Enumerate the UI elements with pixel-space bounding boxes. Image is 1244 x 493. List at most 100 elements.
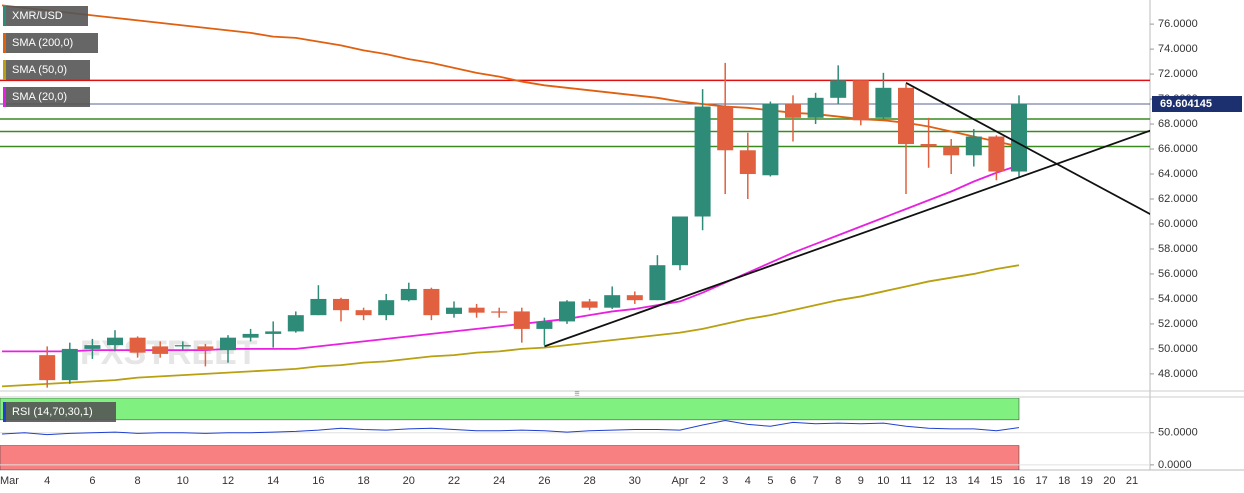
candle-body — [898, 87, 914, 145]
y-tick-label: 58.0000 — [1158, 243, 1198, 255]
y-tick-label: 52.0000 — [1158, 318, 1198, 330]
x-tick-label: 4 — [745, 475, 751, 487]
y-tick-label: 66.0000 — [1158, 143, 1198, 155]
y-tick-label: 62.0000 — [1158, 193, 1198, 205]
candle-body — [717, 106, 734, 151]
legend-box — [3, 33, 98, 53]
y-tick-label: 48.0000 — [1158, 368, 1198, 380]
candle-body — [129, 337, 146, 353]
x-tick-label: 11 — [900, 475, 911, 487]
y-tick-label: 60.0000 — [1158, 218, 1198, 230]
candle-body — [242, 333, 259, 338]
trendline — [905, 82, 1150, 216]
x-tick-label: 7 — [813, 475, 819, 487]
legend-swatch — [3, 402, 6, 422]
x-tick-label: 19 — [1081, 475, 1093, 487]
candle-body — [581, 301, 598, 308]
candle-body — [536, 321, 553, 329]
y-tick-label: 0.0000 — [1158, 459, 1192, 471]
x-tick-label: Mar — [0, 475, 19, 487]
candle-body — [468, 307, 485, 313]
x-tick-label: 22 — [448, 475, 460, 487]
x-tick-label: 17 — [1035, 475, 1047, 487]
candle-body — [672, 216, 688, 266]
candle-body — [400, 288, 417, 301]
candle-body — [197, 346, 214, 351]
x-tick-label: 16 — [312, 475, 324, 487]
candle-body — [513, 311, 530, 329]
x-tick-label: 30 — [629, 475, 641, 487]
sma-line — [1, 4, 1020, 148]
legend-box — [3, 6, 88, 26]
legend-label: SMA (200,0) — [12, 37, 73, 49]
y-tick-label: 68.0000 — [1158, 118, 1198, 130]
candle-body — [1011, 104, 1027, 172]
resize-handle[interactable]: ≡ — [574, 388, 579, 398]
x-tick-label: 18 — [1058, 475, 1070, 487]
x-tick-label: 6 — [790, 475, 796, 487]
legend-swatch — [3, 60, 6, 80]
candle-body — [830, 80, 847, 98]
legend-box — [3, 87, 90, 107]
candle-body — [694, 106, 711, 217]
legend-box — [3, 60, 90, 80]
candle-body — [107, 337, 123, 346]
candle-body — [920, 144, 937, 147]
candle-body — [626, 295, 643, 301]
candle-body — [61, 348, 78, 381]
candle-body — [310, 298, 327, 316]
x-tick-label: 21 — [1126, 475, 1138, 487]
rsi-band — [0, 445, 1020, 470]
sma-line — [1, 264, 1020, 388]
candle-body — [604, 295, 621, 308]
candle-body — [943, 146, 960, 156]
x-tick-label: 10 — [177, 475, 189, 487]
x-tick-label: 24 — [493, 475, 505, 487]
candle-body — [491, 311, 508, 313]
x-tick-label: Apr — [671, 475, 688, 487]
candle-body — [446, 307, 462, 314]
candle-body — [378, 300, 395, 316]
candle-body — [807, 97, 824, 118]
candle-body — [785, 104, 801, 118]
rsi-line — [1, 419, 1020, 436]
x-tick-label: 20 — [1103, 475, 1115, 487]
legend-box — [3, 402, 116, 422]
y-tick-label: 54.0000 — [1158, 293, 1198, 305]
candle-body — [988, 136, 1005, 172]
candle-body — [762, 104, 779, 176]
candle-body — [649, 265, 666, 301]
candle-body — [852, 80, 869, 121]
legend-label: SMA (20,0) — [12, 91, 67, 103]
x-tick-label: 8 — [835, 475, 841, 487]
candle-body — [559, 301, 575, 322]
x-tick-label: 14 — [267, 475, 279, 487]
x-tick-label: 28 — [583, 475, 595, 487]
legend-swatch — [3, 6, 6, 26]
x-tick-label: 13 — [945, 475, 957, 487]
candle-body — [39, 355, 56, 381]
y-tick-label: 76.0000 — [1158, 18, 1198, 30]
rsi-band — [0, 398, 1020, 421]
candle-body — [355, 310, 372, 316]
candle-body — [875, 87, 892, 118]
candle-body — [174, 345, 191, 347]
x-tick-label: 8 — [135, 475, 141, 487]
legend-label: RSI (14,70,30,1) — [12, 406, 93, 418]
candle-body — [333, 298, 349, 311]
candle-body — [287, 315, 304, 332]
price-tag — [1152, 96, 1242, 113]
y-tick-label: 72.0000 — [1158, 68, 1198, 80]
candle-body — [220, 337, 236, 351]
legend-label: XMR/USD — [12, 10, 63, 22]
candle-body — [965, 136, 982, 156]
x-tick-label: 9 — [858, 475, 864, 487]
x-tick-label: 16 — [1013, 475, 1025, 487]
x-tick-label: 6 — [89, 475, 95, 487]
candle-body — [152, 346, 169, 354]
x-tick-label: 10 — [877, 475, 889, 487]
x-tick-label: 3 — [722, 475, 728, 487]
x-tick-label: 15 — [990, 475, 1002, 487]
y-tick-label: 50.0000 — [1158, 343, 1198, 355]
